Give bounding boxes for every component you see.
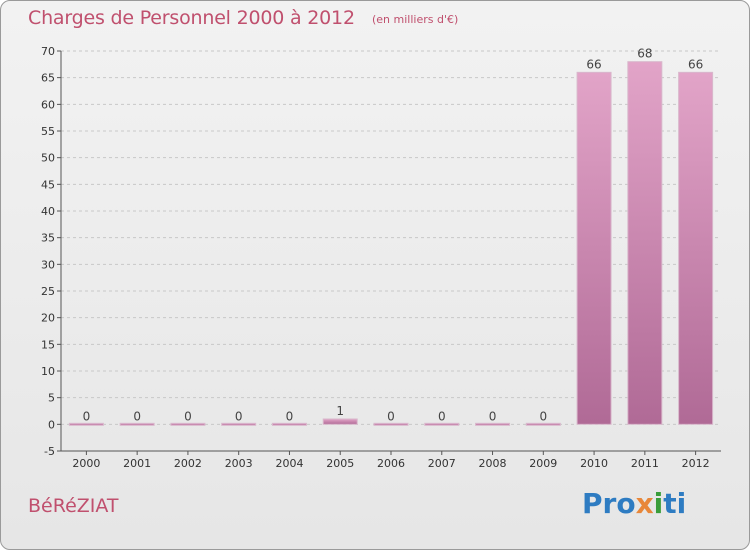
- value-label-2005: 1: [336, 404, 344, 418]
- x-tick-label-2011: 2011: [631, 457, 659, 470]
- bar-2009: [525, 422, 561, 426]
- bar-2011: [627, 61, 663, 425]
- logo-part-4: ti: [663, 487, 687, 520]
- x-tick-label-2010: 2010: [580, 457, 608, 470]
- y-tick-label: 60: [41, 98, 55, 111]
- x-tick-label-2002: 2002: [174, 457, 202, 470]
- value-label-2012: 66: [688, 57, 703, 71]
- value-label-2000: 0: [83, 409, 91, 423]
- value-label-2006: 0: [387, 409, 395, 423]
- y-tick-label: 30: [41, 258, 55, 271]
- value-label-2010: 66: [586, 57, 601, 71]
- x-tick-label-2009: 2009: [529, 457, 557, 470]
- y-tick-label: 55: [41, 125, 55, 138]
- chart-subtitle: (en milliers d'€): [372, 13, 459, 26]
- value-label-2008: 0: [489, 409, 497, 423]
- y-tick-label: 40: [41, 205, 55, 218]
- y-tick-label: 20: [41, 312, 55, 325]
- bar-2010: [576, 71, 612, 425]
- bar-2002: [170, 422, 206, 426]
- bar-2006: [373, 422, 409, 426]
- y-tick-label: -5: [44, 445, 55, 458]
- y-tick-label: 5: [48, 392, 55, 405]
- y-tick-label: 45: [41, 178, 55, 191]
- logo-part-2: x: [635, 487, 654, 520]
- y-tick-label: 10: [41, 365, 55, 378]
- y-tick-label: 65: [41, 72, 55, 85]
- x-tick-label-2003: 2003: [225, 457, 253, 470]
- y-tick-label: 15: [41, 338, 55, 351]
- logo-part-1: Pro: [582, 487, 636, 520]
- bar-2001: [119, 422, 155, 426]
- x-tick-label-2001: 2001: [123, 457, 151, 470]
- y-tick-label: 50: [41, 152, 55, 165]
- x-tick-label-2012: 2012: [682, 457, 710, 470]
- y-tick-label: 0: [48, 418, 55, 431]
- y-tick-label: 35: [41, 232, 55, 245]
- bar-2000: [68, 422, 104, 426]
- commune-name: BéRéZIAT: [28, 495, 119, 517]
- bar-2007: [424, 422, 460, 426]
- value-label-2009: 0: [539, 409, 547, 423]
- value-label-2002: 0: [184, 409, 192, 423]
- x-tick-label-2008: 2008: [479, 457, 507, 470]
- bar-2012: [678, 71, 714, 425]
- bar-2003: [221, 422, 257, 426]
- value-label-2011: 68: [637, 47, 652, 61]
- x-tick-label-2000: 2000: [72, 457, 100, 470]
- bar-2004: [271, 422, 307, 426]
- value-label-2001: 0: [133, 409, 141, 423]
- x-tick-label-2006: 2006: [377, 457, 405, 470]
- value-label-2004: 0: [286, 409, 294, 423]
- chart-title: Charges de Personnel 2000 à 2012: [28, 7, 355, 29]
- y-tick-label: 70: [41, 45, 55, 58]
- logo-part-3: i: [653, 487, 664, 520]
- x-tick-label-2004: 2004: [275, 457, 303, 470]
- bar-2005: [322, 418, 358, 425]
- value-label-2003: 0: [235, 409, 243, 423]
- x-tick-label-2005: 2005: [326, 457, 354, 470]
- y-tick-label: 25: [41, 285, 55, 298]
- bar-2008: [475, 422, 511, 426]
- proxiti-logo: Proxiti: [582, 487, 686, 520]
- x-tick-label-2007: 2007: [428, 457, 456, 470]
- value-label-2007: 0: [438, 409, 446, 423]
